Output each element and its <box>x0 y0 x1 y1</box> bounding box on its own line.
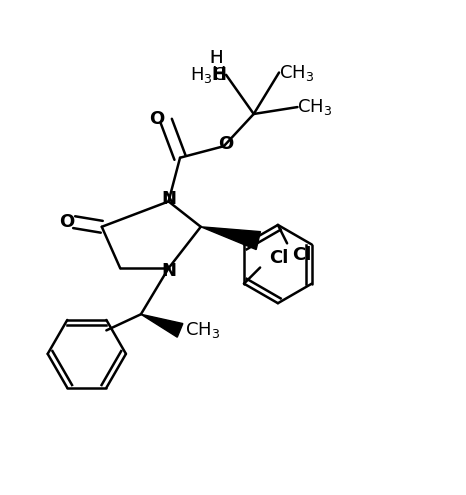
Text: Cl: Cl <box>269 249 289 267</box>
Text: H: H <box>211 66 226 84</box>
Text: $\mathregular{CH_3}$: $\mathregular{CH_3}$ <box>297 97 333 117</box>
Text: $\mathregular{CH_3}$: $\mathregular{CH_3}$ <box>185 320 220 341</box>
Text: Cl: Cl <box>292 246 311 264</box>
Text: O: O <box>60 213 75 231</box>
Text: $\mathregular{H_3C}$: $\mathregular{H_3C}$ <box>190 65 226 85</box>
Text: N: N <box>161 190 176 208</box>
Text: H: H <box>209 49 222 66</box>
Polygon shape <box>201 227 260 249</box>
Text: H: H <box>212 65 226 84</box>
Text: H: H <box>209 49 222 66</box>
Text: N: N <box>161 261 176 280</box>
Polygon shape <box>141 314 183 337</box>
Text: O: O <box>219 135 234 153</box>
Text: O: O <box>150 109 164 128</box>
Text: $\mathregular{CH_3}$: $\mathregular{CH_3}$ <box>279 62 314 83</box>
